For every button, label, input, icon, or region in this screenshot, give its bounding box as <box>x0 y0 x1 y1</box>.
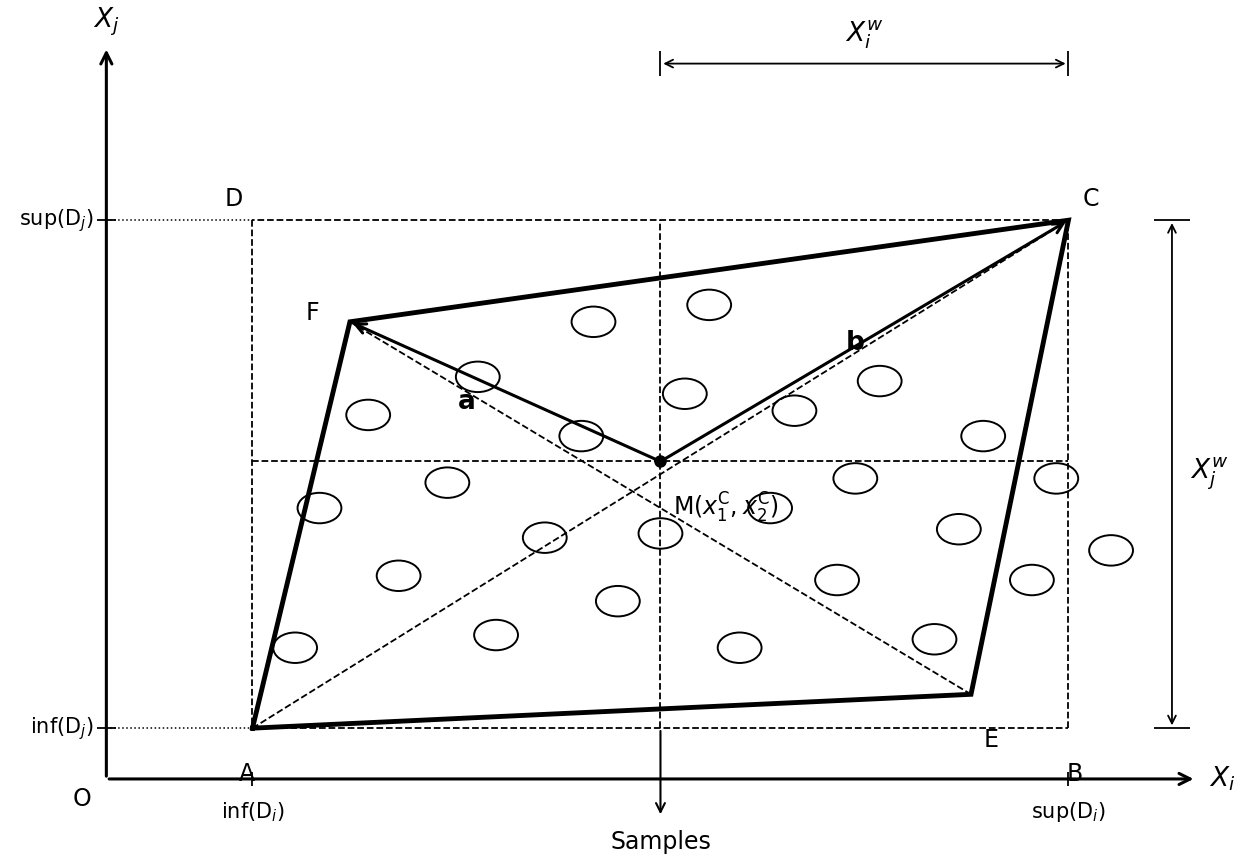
Text: $X_i^w$: $X_i^w$ <box>846 18 884 51</box>
Text: F: F <box>306 301 320 325</box>
Text: E: E <box>983 728 998 753</box>
Text: $X_i$: $X_i$ <box>1209 765 1235 793</box>
Text: $\bf{a}$: $\bf{a}$ <box>456 389 475 415</box>
Text: O: O <box>73 787 92 811</box>
Text: B: B <box>1066 762 1083 786</box>
Text: $\sup(\mathrm{D}_i)$: $\sup(\mathrm{D}_i)$ <box>1030 800 1106 824</box>
Text: $\bf{b}$: $\bf{b}$ <box>846 330 866 356</box>
Text: $X_j^w$: $X_j^w$ <box>1190 456 1229 492</box>
Text: $\inf(\mathrm{D}_i)$: $\inf(\mathrm{D}_i)$ <box>221 800 284 823</box>
Text: $\sup(\mathrm{D}_j)$: $\sup(\mathrm{D}_j)$ <box>20 207 94 234</box>
Text: $\inf(\mathrm{D}_j)$: $\inf(\mathrm{D}_j)$ <box>30 714 94 741</box>
Text: A: A <box>238 762 254 786</box>
Text: $\mathrm{M}(x_1^{\mathrm{C}},x_2^{\mathrm{C}})$: $\mathrm{M}(x_1^{\mathrm{C}},x_2^{\mathr… <box>672 491 779 525</box>
Text: C: C <box>1083 187 1100 211</box>
Text: $X_j$: $X_j$ <box>93 6 119 38</box>
Text: D: D <box>224 187 243 211</box>
Text: Samples: Samples <box>610 830 711 855</box>
